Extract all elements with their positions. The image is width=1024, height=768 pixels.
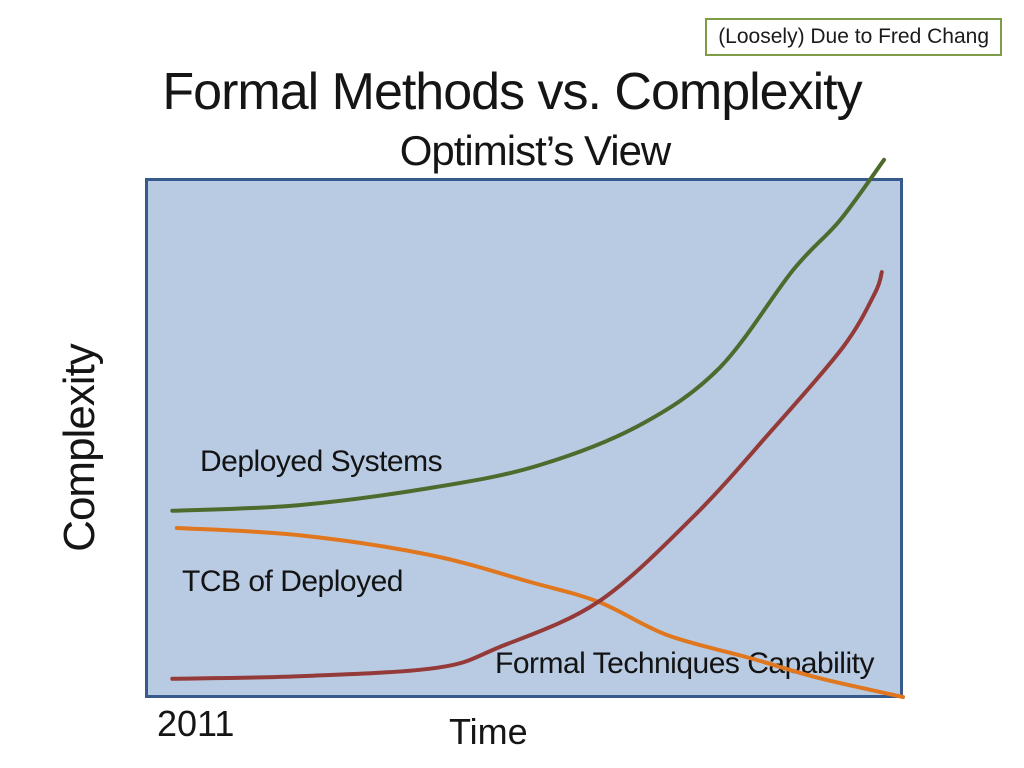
- plot-area: Deployed Systems TCB of Deployed Formal …: [145, 157, 905, 699]
- curves-svg: [170, 157, 905, 699]
- series-label-tcb-of-deployed: TCB of Deployed: [182, 565, 403, 598]
- curve-deployed-systems: [170, 157, 886, 513]
- slide-subtitle: Optimist’s View: [399, 127, 672, 174]
- curve-tcb-of-deployed: [174, 526, 905, 699]
- curve-formal-techniques-capability: [170, 270, 884, 681]
- attribution-text: (Loosely) Due to Fred Chang: [718, 25, 989, 48]
- x-axis-origin-tick: 2011: [157, 703, 235, 744]
- slide-title: Formal Methods vs. Complexity: [162, 63, 862, 121]
- y-axis-label: Complexity: [55, 344, 104, 552]
- attribution-box: (Loosely) Due to Fred Chang: [705, 18, 1002, 56]
- x-axis-label: Time: [449, 711, 528, 752]
- series-label-deployed-systems: Deployed Systems: [200, 445, 443, 478]
